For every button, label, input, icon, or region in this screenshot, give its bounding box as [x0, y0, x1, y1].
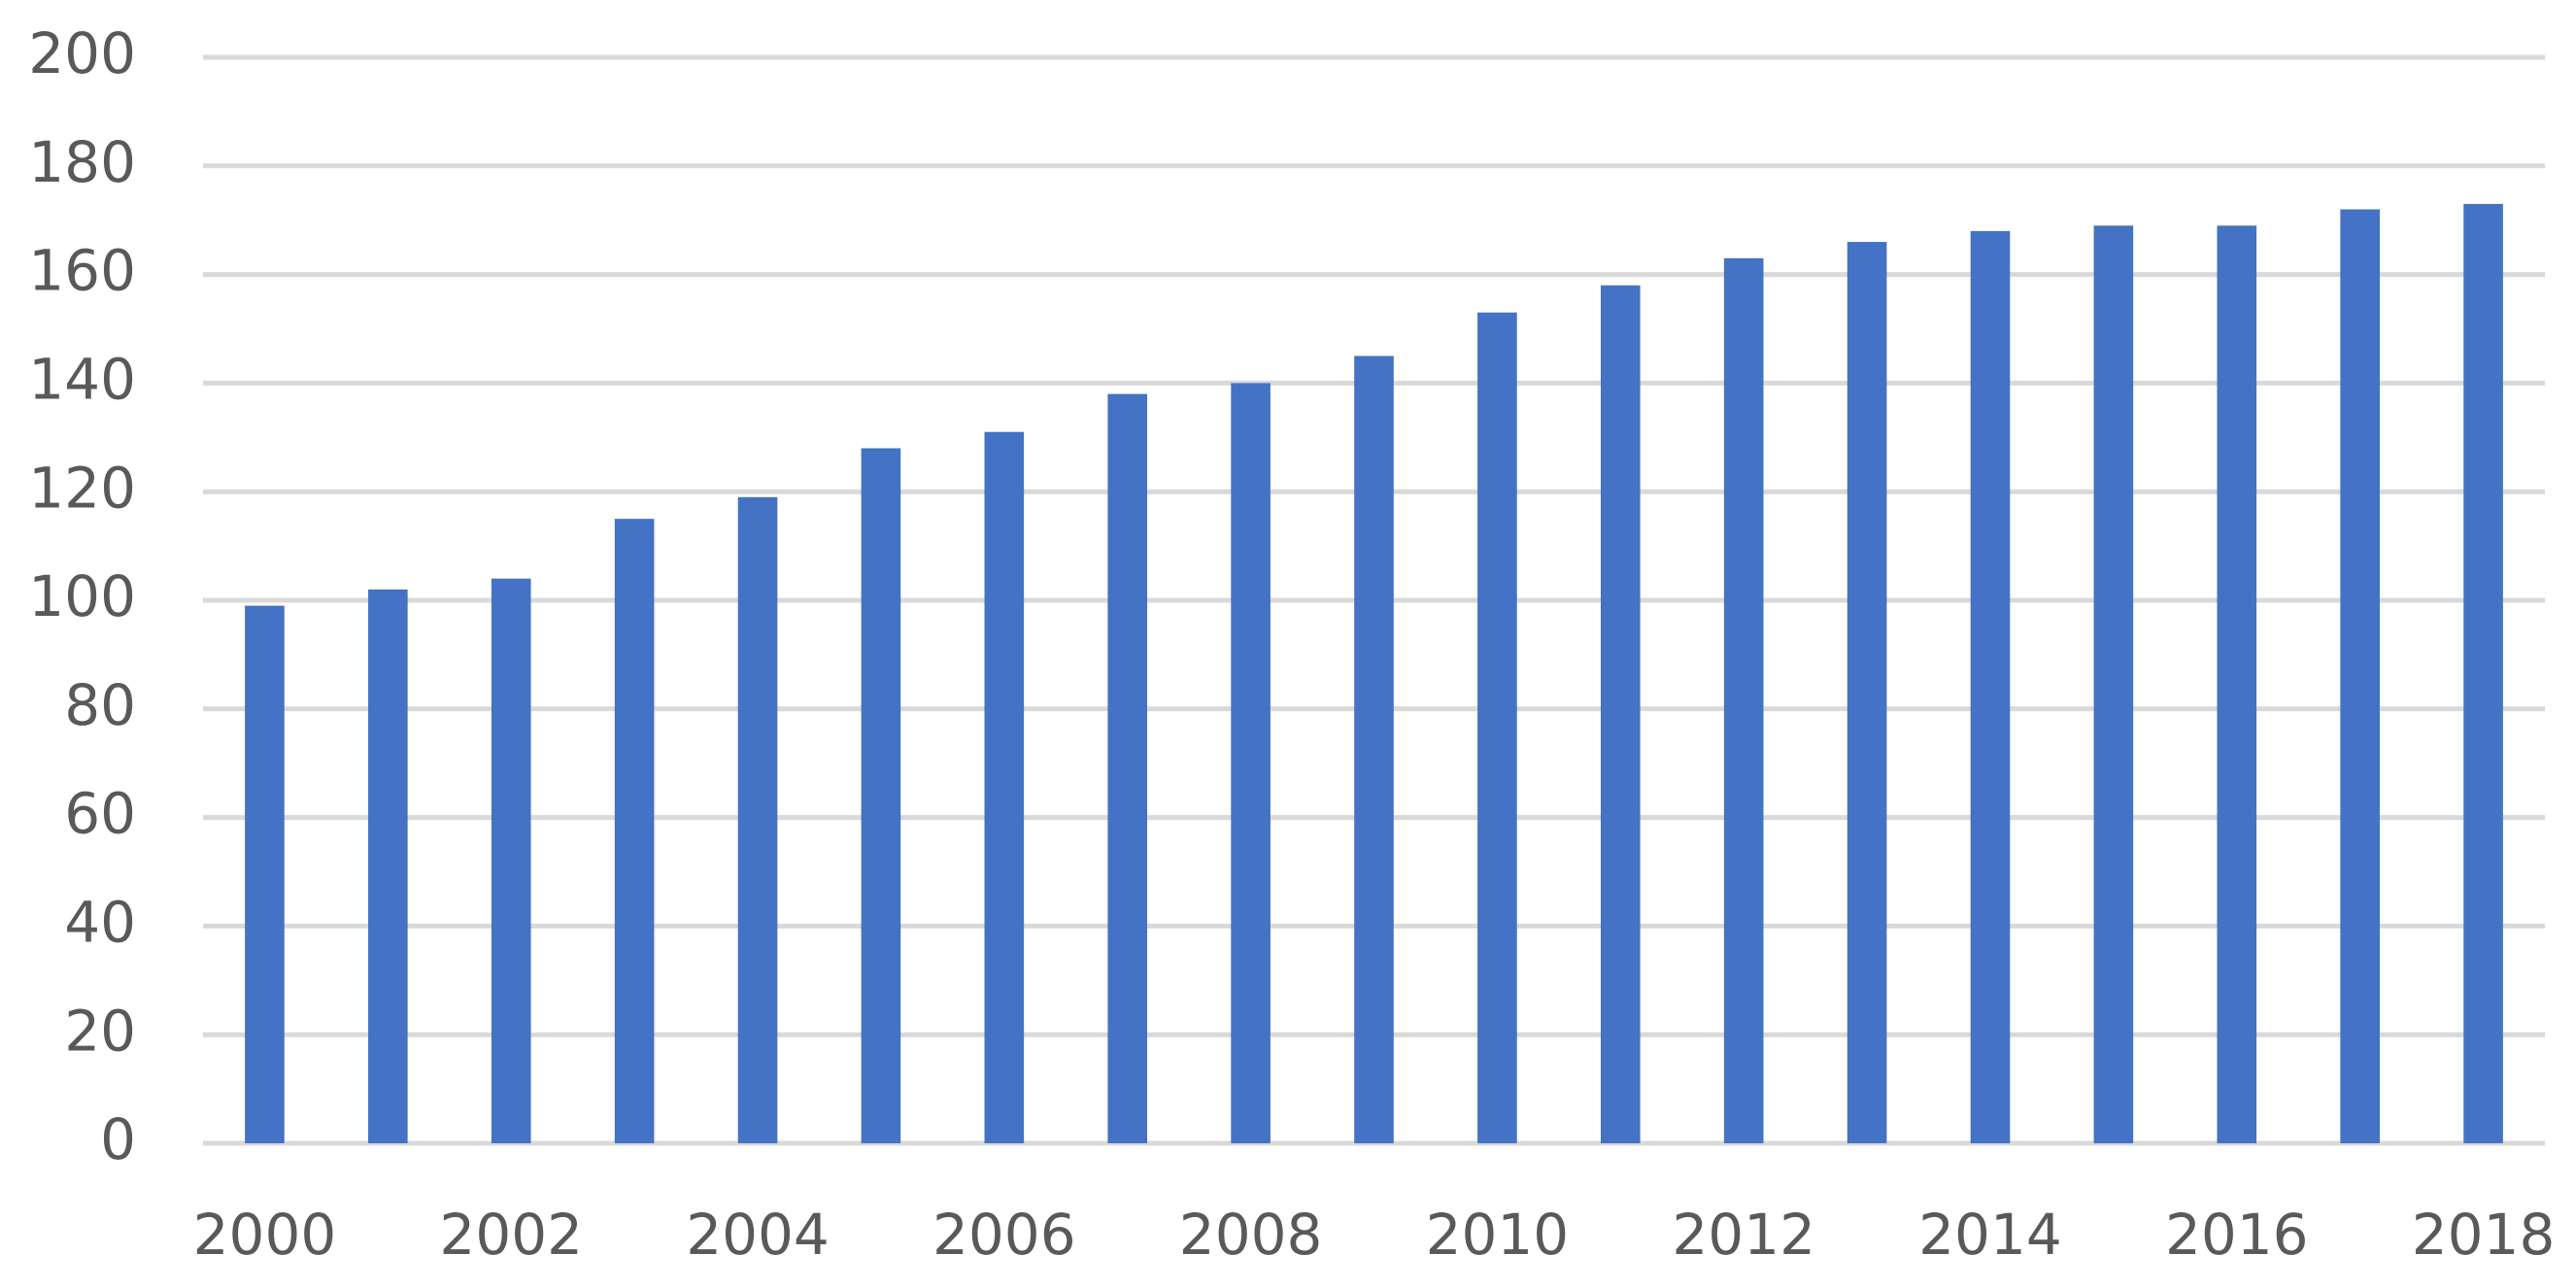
- bar: [1970, 230, 2011, 1143]
- x-tick-label: 2000: [193, 1202, 337, 1268]
- y-tick-label: 80: [64, 672, 136, 738]
- y-tick-label: 140: [28, 347, 136, 413]
- bar: [1600, 285, 1641, 1143]
- bar: [614, 519, 655, 1143]
- x-tick-label: 2010: [1426, 1202, 1570, 1268]
- bar: [2463, 203, 2503, 1143]
- x-tick-label: 2006: [932, 1202, 1076, 1268]
- bar: [1354, 356, 1394, 1143]
- bar: [984, 431, 1025, 1144]
- bar: [1723, 257, 1764, 1144]
- x-tick-label: 2002: [439, 1202, 583, 1268]
- bar: [861, 448, 901, 1144]
- x-tick-label: 2004: [686, 1202, 830, 1268]
- x-tick-label: 2018: [2412, 1202, 2556, 1268]
- bar: [1231, 383, 1271, 1143]
- y-tick-label: 20: [64, 998, 136, 1064]
- x-tick-label: 2016: [2165, 1202, 2309, 1268]
- x-tick-label: 2014: [1918, 1202, 2062, 1268]
- bar: [368, 589, 408, 1143]
- y-tick-label: 200: [28, 20, 136, 86]
- y-tick-label: 40: [64, 890, 136, 956]
- y-tick-label: 0: [100, 1106, 136, 1172]
- bar: [2340, 209, 2380, 1143]
- bar: [491, 578, 531, 1143]
- bar: [2217, 225, 2257, 1144]
- bar: [1477, 312, 1517, 1144]
- y-tick-label: 120: [28, 455, 136, 521]
- x-tick-label: 2008: [1179, 1202, 1323, 1268]
- y-tick-label: 180: [28, 129, 136, 195]
- bar: [245, 605, 285, 1143]
- y-tick-label: 60: [64, 781, 136, 847]
- y-tick-label: 100: [28, 563, 136, 629]
- bar: [1847, 242, 1887, 1143]
- bar: [2093, 225, 2134, 1144]
- x-tick-label: 2012: [1672, 1202, 1815, 1268]
- y-tick-label: 160: [28, 238, 136, 304]
- bar: [1107, 393, 1148, 1144]
- bar: [737, 496, 778, 1143]
